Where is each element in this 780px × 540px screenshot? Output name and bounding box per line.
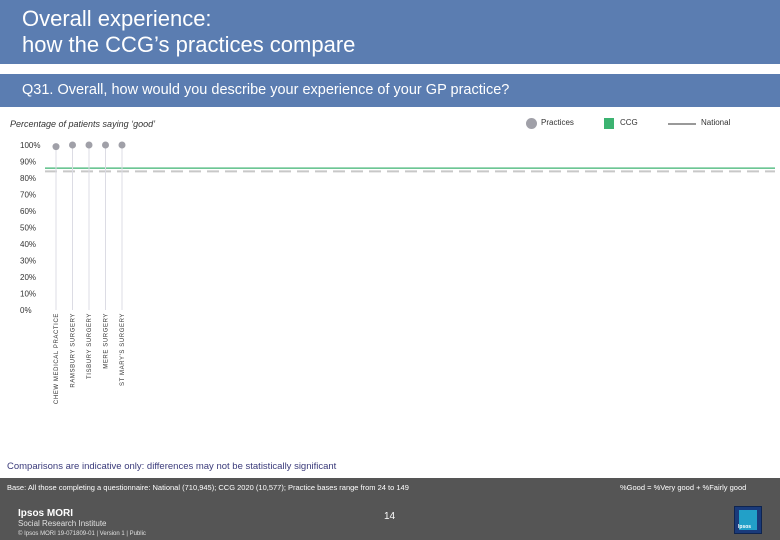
legend-national-line	[668, 123, 696, 125]
practice-point	[85, 141, 93, 149]
base-note: Base: All those completing a questionnai…	[7, 483, 409, 492]
question-text: Q31. Overall, how would you describe you…	[22, 82, 510, 98]
y-tick-label: 20%	[20, 273, 36, 282]
page-title-line1: Overall experience:	[22, 6, 212, 31]
brand-subtitle: Social Research Institute	[18, 519, 107, 528]
page-title: Overall experience: how the CCG’s practi…	[22, 6, 355, 58]
y-tick-label: 40%	[20, 240, 36, 249]
brand-name: Ipsos MORI	[18, 508, 74, 519]
x-category-label: TISBURY SURGERY	[87, 313, 93, 379]
practice-point	[52, 143, 60, 151]
ipsos-logo: Ipsos	[734, 506, 762, 534]
header-banner: Overall experience: how the CCG’s practi…	[0, 0, 780, 64]
y-tick-label: 10%	[20, 290, 36, 299]
x-category-label: RAMSBURY SURGERY	[71, 313, 77, 388]
copyright-text: © Ipsos MORI 19-071809-01 | Version 1 | …	[18, 531, 146, 537]
ipsos-logo-text: Ipsos	[738, 524, 752, 530]
x-category-label: ST MARY'S SURGERY	[120, 313, 126, 386]
legend-ccg-label: CCG	[620, 118, 638, 127]
chart-subtitle: Percentage of patients saying ‘good’	[10, 119, 156, 129]
y-tick-label: 80%	[20, 174, 36, 183]
comparison-note: Comparisons are indicative only: differe…	[7, 461, 337, 472]
y-tick-label: 0%	[20, 306, 32, 315]
legend-practices-label: Practices	[541, 118, 574, 127]
question-banner: Q31. Overall, how would you describe you…	[0, 74, 780, 107]
legend-ccg-marker	[604, 118, 614, 129]
ipsos-logo-mark	[739, 510, 757, 530]
good-formula: %Good = %Very good + %Fairly good	[620, 483, 747, 492]
practice-point	[102, 141, 109, 149]
legend-national-label: National	[701, 118, 731, 127]
practice-point	[118, 141, 126, 149]
footer-bar: Base: All those completing a questionnai…	[0, 478, 780, 540]
page-number: 14	[384, 511, 396, 522]
x-category-label: MERE SURGERY	[104, 313, 110, 369]
y-tick-label: 100%	[20, 141, 40, 150]
y-tick-label: 50%	[20, 224, 36, 233]
legend-practices-marker	[526, 118, 537, 129]
y-tick-label: 70%	[20, 191, 36, 200]
chart-plot: 100% 90% 80% 70% 60% 50% 40% 30% 20% 10% 0% CHEW M…	[20, 141, 775, 404]
practice-point	[69, 141, 76, 149]
y-tick-label: 30%	[20, 257, 36, 266]
y-tick-label: 90%	[20, 158, 36, 167]
y-tick-label: 60%	[20, 207, 36, 216]
page-title-line2: how the CCG’s practices compare	[22, 32, 356, 57]
x-category-label: CHEW MEDICAL PRACTICE	[54, 313, 60, 404]
